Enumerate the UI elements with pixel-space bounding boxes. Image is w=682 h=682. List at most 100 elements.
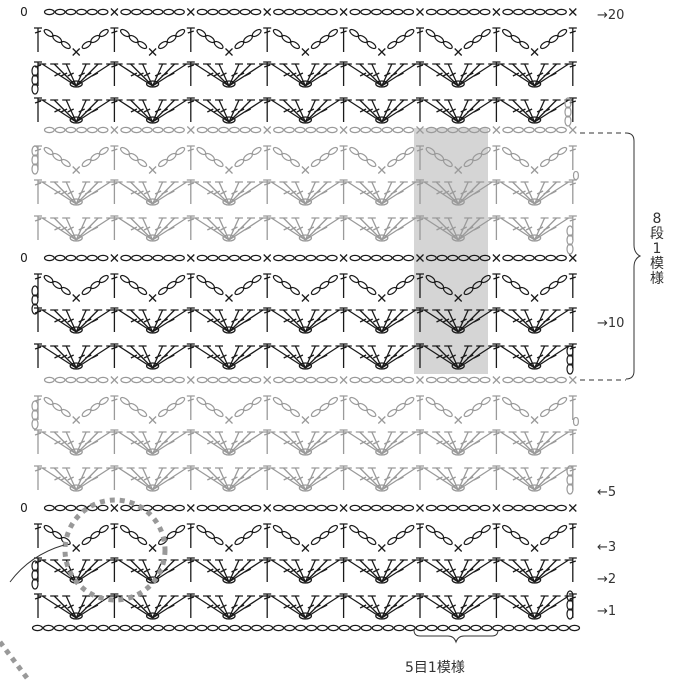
fan-stitch — [50, 345, 77, 369]
single-crochet — [530, 166, 539, 174]
chain-stitch — [403, 254, 415, 262]
fan-stitch — [534, 99, 561, 123]
chain-stitch — [468, 126, 480, 134]
fan-base-chain — [222, 612, 236, 620]
fan-base-chain — [145, 234, 160, 242]
chain-stitch — [213, 158, 224, 168]
chain-stitch — [239, 126, 251, 134]
single-crochet — [72, 294, 81, 302]
chain-stitch — [425, 8, 437, 16]
chain-stitch — [120, 504, 132, 512]
chain-stitch — [555, 8, 567, 16]
double-crochet — [492, 557, 501, 582]
chain-stitch — [360, 8, 372, 16]
double-crochet — [186, 395, 195, 420]
single-crochet — [225, 166, 233, 174]
chain-stitch — [502, 254, 514, 262]
fan-stitch — [304, 595, 332, 619]
chain-stitch — [163, 376, 175, 384]
single-crochet — [263, 254, 272, 262]
double-crochet — [34, 343, 42, 368]
chain-stitch — [305, 126, 317, 134]
single-crochet — [301, 294, 310, 302]
chain-stitch — [290, 40, 300, 50]
fan-stitch — [457, 345, 485, 369]
fan-stitch — [291, 63, 306, 87]
fan-stitch — [138, 63, 154, 87]
chain-stitch — [294, 376, 306, 384]
fan-stitch — [62, 99, 77, 123]
chain-stitch — [43, 126, 55, 134]
fan-stitch — [279, 99, 306, 123]
chain-stitch — [523, 126, 535, 134]
chain-stitch — [65, 376, 77, 384]
fan-stitch — [152, 99, 167, 123]
fan-stitch — [203, 467, 230, 491]
chain-stitch — [557, 624, 570, 632]
fan-stitch — [50, 559, 77, 583]
chain-stitch — [360, 504, 372, 512]
double-crochet — [568, 179, 577, 204]
fan-stitch — [457, 309, 485, 333]
single-crochet — [186, 8, 195, 16]
fan-stitch — [228, 467, 255, 491]
double-crochet — [263, 27, 272, 52]
chain-stitch — [31, 624, 44, 632]
fan-stitch — [126, 467, 154, 491]
chain-stitch — [175, 28, 186, 38]
fan-base-chain — [69, 612, 83, 620]
fan-stitch — [279, 559, 306, 583]
chain-stitch — [404, 524, 415, 534]
fan-stitch — [228, 99, 255, 123]
fan-base-chain — [222, 448, 236, 456]
chain-stitch — [131, 376, 142, 384]
double-crochet — [263, 61, 272, 86]
fan-base-chain — [451, 362, 465, 370]
double-crochet — [416, 343, 424, 368]
fan-stitch — [279, 467, 306, 491]
fan-stitch — [457, 181, 473, 205]
fan-stitch — [355, 595, 383, 619]
fan-base-chain — [69, 116, 83, 124]
chain-stitch — [207, 254, 219, 262]
fan-base-chain — [375, 576, 389, 584]
chain-stitch — [251, 146, 262, 156]
single-crochet — [148, 294, 157, 302]
fan-stitch — [75, 559, 91, 583]
chain-stitch — [326, 504, 338, 512]
fan-stitch — [62, 181, 77, 205]
fan-stitch — [138, 345, 154, 369]
fan-stitch — [534, 595, 549, 619]
chain-stitch — [555, 376, 567, 384]
chain-stitch — [366, 286, 377, 296]
fan-stitch — [228, 595, 255, 619]
fan-stitch — [381, 99, 396, 123]
fan-stitch — [152, 467, 167, 491]
single-crochet — [492, 8, 501, 16]
row-repeat-bracket — [580, 132, 642, 381]
fan-stitch — [152, 345, 179, 369]
fan-stitch — [152, 309, 179, 333]
single-crochet — [492, 126, 501, 134]
fan-stitch — [228, 467, 243, 491]
fan-stitch — [432, 345, 459, 369]
fan-stitch — [508, 217, 536, 241]
single-crochet — [377, 166, 386, 174]
single-crochet — [416, 376, 424, 384]
fan-stitch — [444, 99, 459, 123]
fan-stitch — [355, 99, 383, 123]
chain-stitch — [480, 274, 491, 284]
chain-stitch — [519, 158, 530, 168]
fan-stitch — [355, 309, 383, 333]
chain-stitch — [76, 126, 88, 134]
single-crochet — [225, 416, 233, 424]
double-crochet — [416, 179, 424, 204]
fan-stitch — [381, 217, 408, 241]
chain-stitch — [239, 254, 251, 262]
fan-stitch — [520, 309, 536, 333]
fan-stitch — [520, 595, 536, 619]
chain-stitch — [316, 254, 327, 262]
fan-stitch — [215, 559, 230, 583]
turning-chain — [566, 225, 574, 237]
fan-base-chain — [222, 198, 236, 206]
